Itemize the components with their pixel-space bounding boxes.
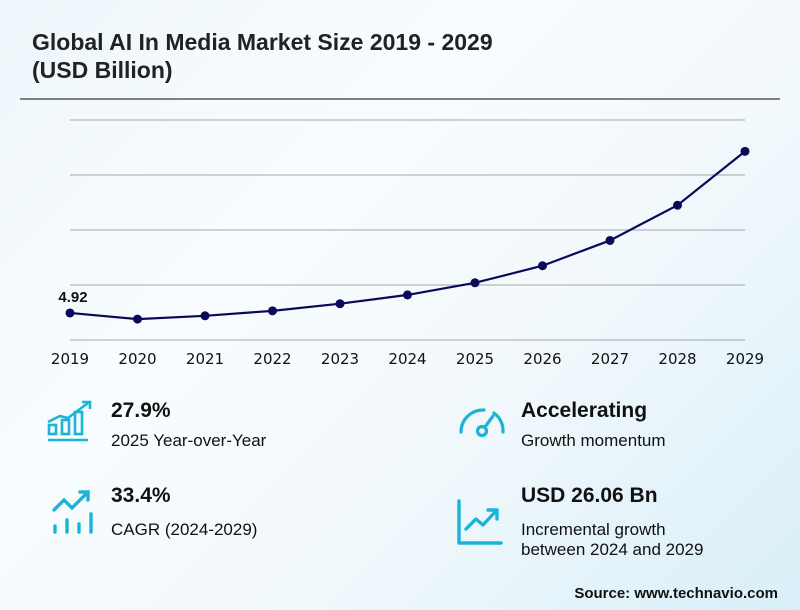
stat-incremental-value: USD 26.06 Bn <box>521 484 658 507</box>
trend-bars-icon <box>52 490 93 534</box>
data-point-2020 <box>133 314 142 324</box>
x-tick-label: 2020 <box>118 350 156 368</box>
data-point-2022 <box>268 306 277 316</box>
title-divider <box>20 98 780 100</box>
speedometer-icon <box>459 408 505 438</box>
data-label: 4.92 <box>58 289 87 306</box>
title-line-1: Global AI In Media Market Size 2019 - 20… <box>32 29 493 55</box>
data-point-2027 <box>605 235 615 245</box>
stat-cagr-value: 33.4% <box>111 484 171 507</box>
data-point-2025 <box>470 278 480 288</box>
gridlines <box>70 119 745 341</box>
stat-yoy: 27.9% 2025 Year-over-Year <box>111 399 266 451</box>
x-tick-label: 2024 <box>388 350 426 368</box>
data-point-2023 <box>335 299 345 309</box>
stat-incremental-label: Incremental growth between 2024 and 2029 <box>521 520 703 560</box>
x-tick-label: 2019 <box>51 350 89 368</box>
stat-incremental: USD 26.06 Bn Incremental growth between … <box>521 484 703 560</box>
stat-yoy-value: 27.9% <box>111 399 171 422</box>
line-chart: 2019 2020 2021 2022 2023 2024 2025 2026 2027 2028… <box>51 119 764 368</box>
x-tick-label: 2027 <box>591 350 629 368</box>
x-tick-label: 2028 <box>658 350 696 368</box>
x-tick-label: 2029 <box>726 350 764 368</box>
x-axis-ticks: 2019 2020 2021 2022 2023 2024 2025 2026 2027 2028… <box>51 350 764 368</box>
bar-growth-icon <box>47 400 92 442</box>
stat-incremental-label-line-2: between 2024 and 2029 <box>521 540 704 559</box>
x-tick-label: 2025 <box>456 350 494 368</box>
stat-momentum-value: Accelerating <box>521 399 648 422</box>
stat-momentum-label: Growth momentum <box>521 431 666 450</box>
data-labels: 4.92 <box>58 289 87 306</box>
data-point-2029 <box>740 146 750 156</box>
line-chart-icon <box>457 499 503 545</box>
x-tick-label: 2021 <box>186 350 224 368</box>
data-point-2028 <box>673 200 682 210</box>
title-line-2: (USD Billion) <box>32 57 173 83</box>
x-tick-label: 2022 <box>253 350 291 368</box>
data-point-2026 <box>538 261 547 271</box>
x-tick-label: 2023 <box>321 350 359 368</box>
data-point-2024 <box>403 290 412 300</box>
x-tick-label: 2026 <box>523 350 561 368</box>
stat-cagr-label: CAGR (2024-2029) <box>111 520 258 539</box>
stat-yoy-label: 2025 Year-over-Year <box>111 431 267 450</box>
data-point-2021 <box>200 311 210 321</box>
stat-cagr: 33.4% CAGR (2024-2029) <box>111 484 257 540</box>
source-credit: Source: www.technavio.com <box>574 585 778 602</box>
chart-title: Global AI In Media Market Size 2019 - 20… <box>32 28 493 84</box>
stat-incremental-label-line-1: Incremental growth <box>521 520 666 539</box>
data-points <box>65 146 750 324</box>
data-point-2019 <box>65 308 75 318</box>
stat-momentum: Accelerating Growth momentum <box>521 399 666 451</box>
